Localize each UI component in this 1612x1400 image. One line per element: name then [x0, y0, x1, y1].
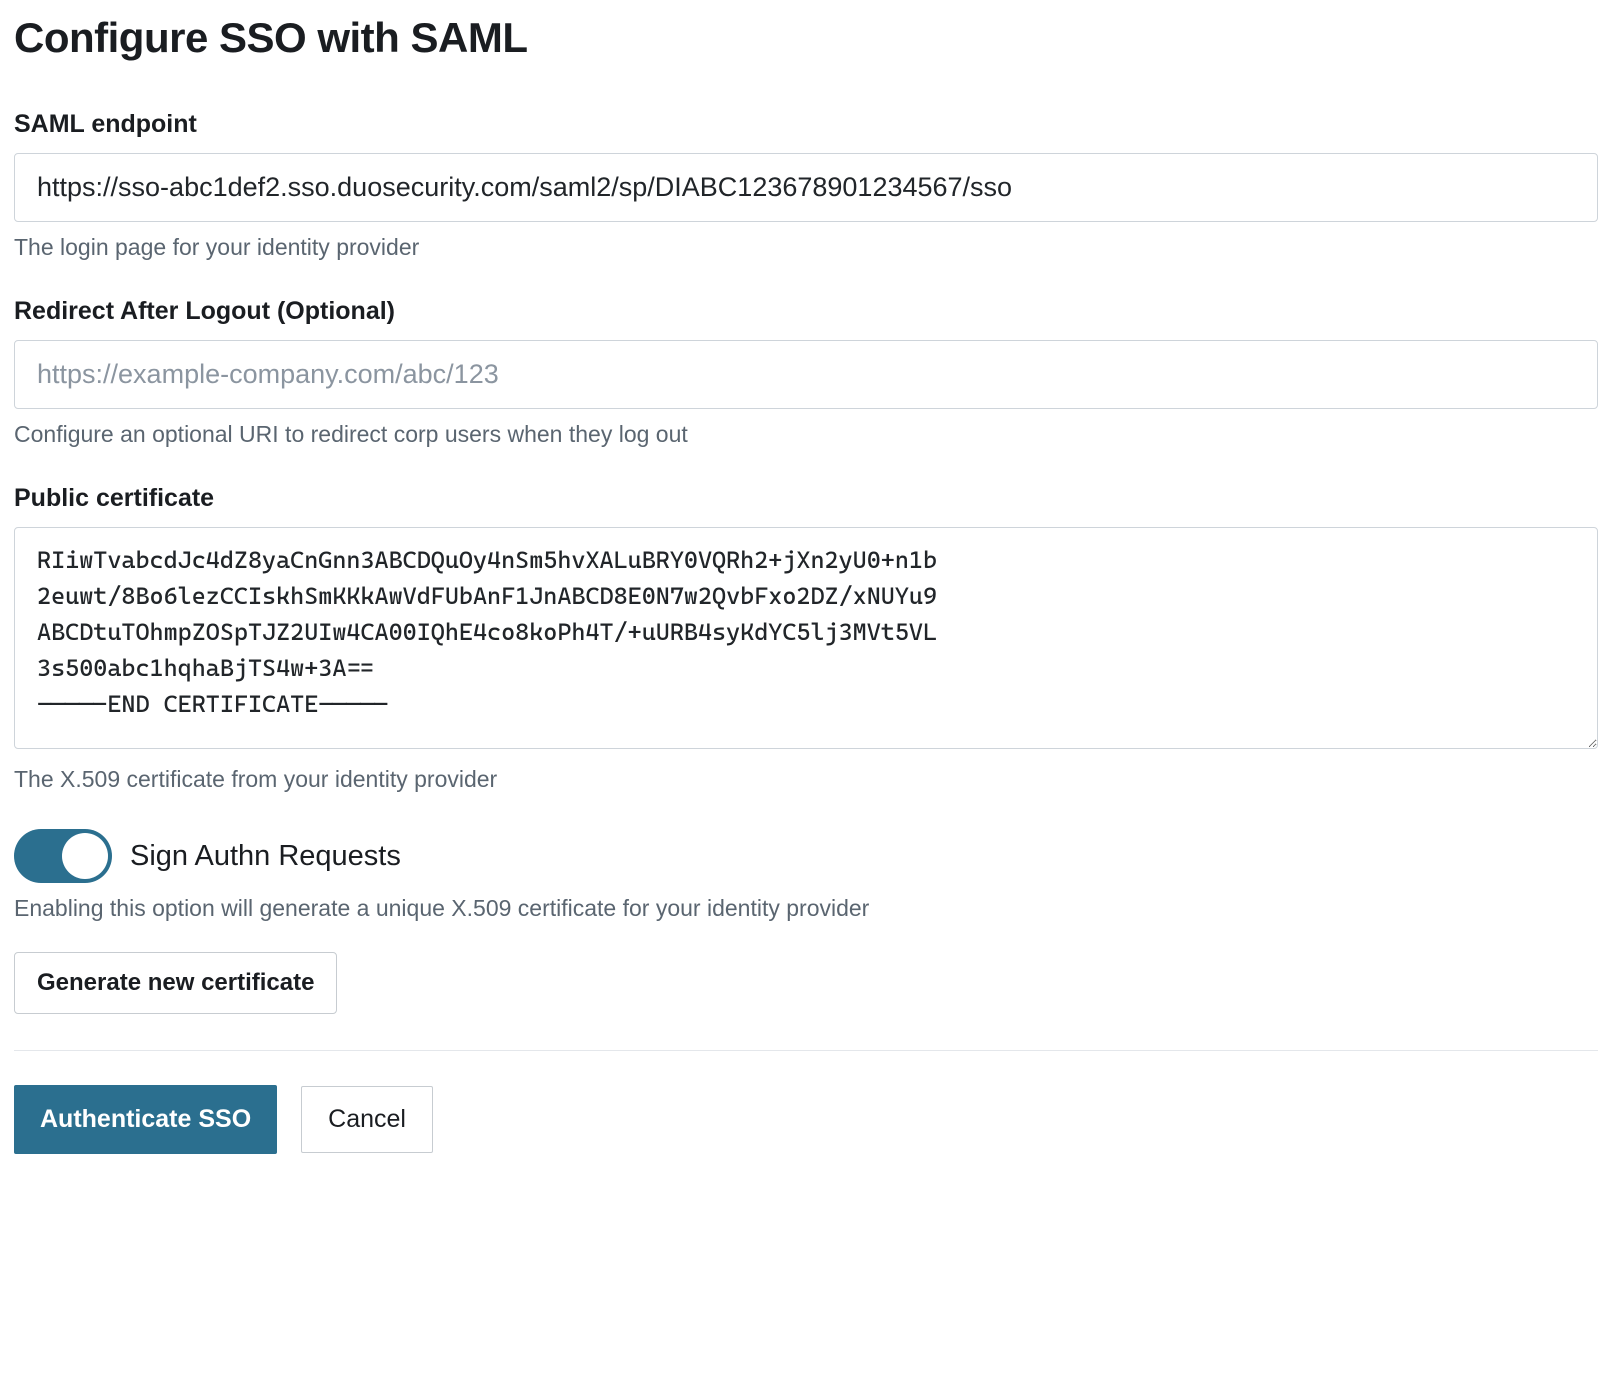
saml-endpoint-input[interactable]	[14, 153, 1598, 222]
sign-authn-toggle[interactable]	[14, 829, 112, 883]
saml-endpoint-label: SAML endpoint	[14, 110, 1598, 139]
public-certificate-textarea[interactable]	[14, 527, 1598, 749]
sign-authn-group: Sign Authn Requests Enabling this option…	[14, 829, 1598, 1014]
redirect-logout-help: Configure an optional URI to redirect co…	[14, 421, 1598, 448]
sign-authn-help: Enabling this option will generate a uni…	[14, 895, 1598, 922]
action-row: Authenticate SSO Cancel	[14, 1085, 1598, 1154]
page-title: Configure SSO with SAML	[14, 14, 1598, 62]
authenticate-sso-button[interactable]: Authenticate SSO	[14, 1085, 277, 1154]
redirect-logout-group: Redirect After Logout (Optional) Configu…	[14, 297, 1598, 448]
saml-endpoint-help: The login page for your identity provide…	[14, 234, 1598, 261]
saml-endpoint-group: SAML endpoint The login page for your id…	[14, 110, 1598, 261]
redirect-logout-label: Redirect After Logout (Optional)	[14, 297, 1598, 326]
sign-authn-label: Sign Authn Requests	[130, 840, 401, 873]
generate-certificate-button[interactable]: Generate new certificate	[14, 952, 337, 1014]
redirect-logout-input[interactable]	[14, 340, 1598, 409]
public-certificate-label: Public certificate	[14, 484, 1598, 513]
toggle-knob	[62, 833, 108, 879]
divider	[14, 1050, 1598, 1051]
public-certificate-help: The X.509 certificate from your identity…	[14, 766, 1598, 793]
public-certificate-group: Public certificate The X.509 certificate…	[14, 484, 1598, 793]
cancel-button[interactable]: Cancel	[301, 1086, 433, 1153]
